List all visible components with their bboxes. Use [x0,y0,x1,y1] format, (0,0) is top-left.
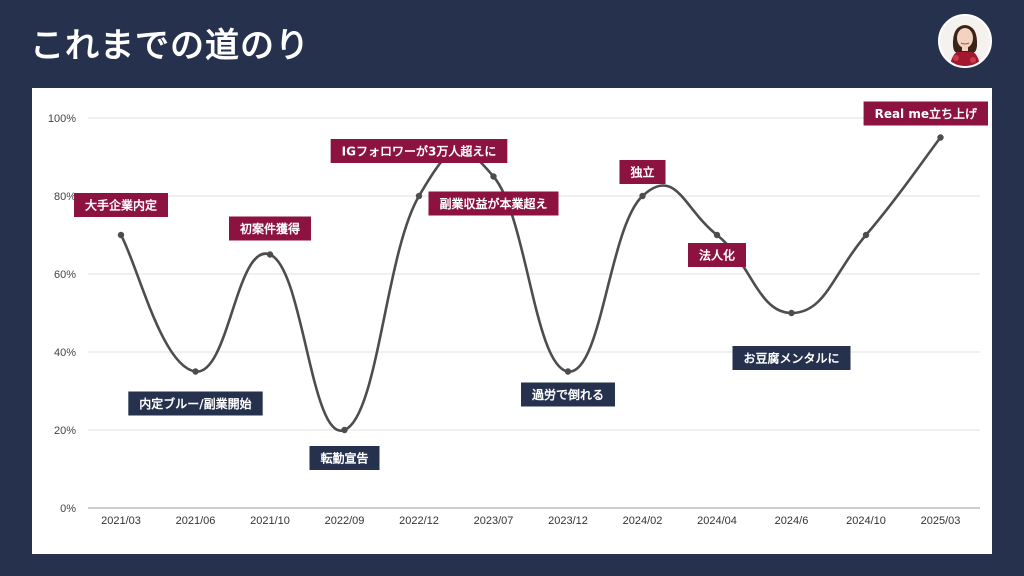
x-tick-label: 2022/12 [399,515,439,527]
annotation-label: 初案件獲得 [228,216,312,241]
annotation-label: Real me立ち上げ [863,101,988,126]
annotation-label: 内定ブルー/副業開始 [128,391,263,416]
y-tick-label: 0% [60,503,76,515]
page-title: これまでの道のり [30,26,310,66]
y-tick-label: 60% [54,269,76,281]
annotation-box [428,191,559,216]
x-tick-label: 2024/02 [623,515,663,527]
annotation-label: 大手企業内定 [73,193,169,217]
annotation-box [619,160,666,184]
data-point [937,134,944,141]
data-point [639,192,646,200]
annotation-box [228,216,312,241]
annotation-box [330,139,508,163]
annotation-box [309,446,380,470]
annotation-box [687,243,747,267]
x-tick-label: 2021/10 [250,515,290,527]
annotation-text: 独立 [629,165,654,180]
x-tick-label: 2023/07 [474,515,514,527]
data-point [341,426,348,434]
x-tick-label: 2023/12 [548,515,588,527]
y-tick-label: 20% [54,425,76,437]
annotation-label: 転勤宣告 [309,446,380,470]
x-tick-label: 2025/03 [921,515,961,527]
annotation-label: 独立 [619,160,666,184]
x-tick-label: 2021/06 [176,515,216,527]
annotation-text: 大手企業内定 [85,198,157,213]
data-point [713,231,721,239]
annotation-label: 過労で倒れる [520,382,616,407]
avatar [938,14,992,68]
annotation-box [128,391,263,416]
data-point [564,368,572,375]
data-point [117,231,125,239]
annotation-box [73,193,169,217]
data-point [788,309,795,317]
x-tick-label: 2024/10 [846,515,886,527]
data-point [415,192,423,200]
annotation-box [863,101,988,126]
data-point [266,251,274,258]
journey-line-chart: 0% 20% 40% 60% 80% 100% 2021/03 2021/06 2021/10 2… [48,101,988,527]
annotation-box [520,382,616,407]
x-tick-label: 2024/6 [775,515,809,527]
x-tick-label: 2024/04 [697,515,737,527]
annotation-label: IGフォロワーが3万人超えに [330,139,508,163]
annotation-text: IGフォロワーが3万人超えに [342,144,497,159]
annotation-box [732,346,851,370]
annotation-label: 法人化 [687,243,747,267]
annotation-text: 初案件獲得 [240,221,300,236]
annotation-label: 副業収益が本業超え [428,191,559,216]
annotation-text: 副業収益が本業超え [439,196,547,211]
y-tick-label: 40% [54,347,76,359]
x-tick-label: 2022/09 [325,515,365,527]
data-point [192,368,199,375]
annotation-text: 内定ブルー/副業開始 [139,396,251,411]
annotation-text: Real me立ち上げ [875,106,978,121]
data-point [490,173,497,180]
annotation-label: お豆腐メンタルに [732,346,851,370]
annotation-text: お豆腐メンタルに [743,351,839,366]
annotation-text: 法人化 [699,248,735,263]
chart-panel: 0% 20% 40% 60% 80% 100% 2021/03 2021/06 2021/10 2… [32,88,992,554]
y-tick-label: 100% [48,113,76,125]
y-tick-label: 80% [54,191,76,203]
data-point [862,231,870,239]
avatar-portrait-icon [940,16,990,66]
x-tick-label: 2021/03 [101,515,141,527]
annotation-text: 転勤宣告 [320,451,368,466]
annotation-text: 過労で倒れる [531,387,604,402]
